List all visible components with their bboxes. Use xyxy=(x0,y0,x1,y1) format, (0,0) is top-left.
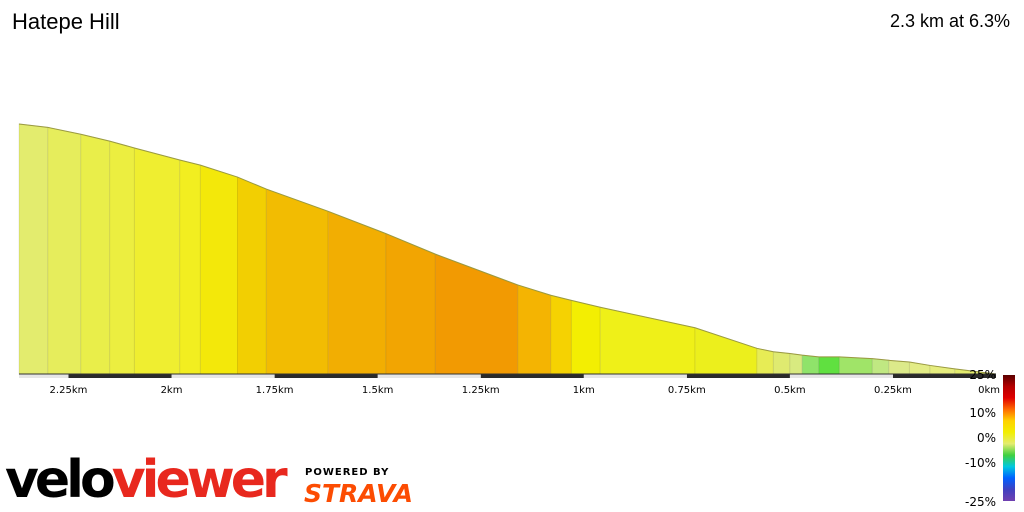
profile-segment xyxy=(236,176,267,375)
profile-segment xyxy=(772,351,791,375)
gradient-scale-label: 25% xyxy=(969,368,996,382)
logo-viewer: viewer xyxy=(111,450,288,510)
profile-segment xyxy=(434,253,519,375)
profile-segment xyxy=(789,352,803,375)
profile-segment xyxy=(109,140,135,375)
gradient-scale-label: -10% xyxy=(965,456,996,470)
gradient-scale-bar xyxy=(1003,375,1015,501)
veloviewer-logo: veloviewer xyxy=(5,450,288,510)
profile-segment xyxy=(179,159,201,375)
profile-segment xyxy=(265,188,329,375)
x-tick-label: 0.75km xyxy=(668,385,706,396)
profile-segment xyxy=(694,327,758,375)
profile-segment xyxy=(871,358,890,375)
distance-tick-labels: 2.25km 2km 1.75km 1.5km 1.25km 1km 0.75km 0.5km… xyxy=(50,385,1000,396)
powered-by-label: POWERED BY xyxy=(305,467,390,478)
axis-band xyxy=(789,374,893,378)
profile-segment xyxy=(818,356,840,375)
axis-band xyxy=(171,374,275,378)
x-tick-label: 2.25km xyxy=(50,385,88,396)
profile-segment xyxy=(133,147,181,375)
distance-axis xyxy=(19,373,996,378)
x-tick-label: 0.5km xyxy=(774,385,805,396)
profile-segment xyxy=(888,359,910,375)
axis-band xyxy=(892,374,996,378)
profile-segment xyxy=(18,123,49,375)
profile-segment xyxy=(550,294,572,375)
gradient-scale-label: -25% xyxy=(965,495,996,509)
axis-band xyxy=(480,374,584,378)
x-tick-label: 0km xyxy=(978,385,1000,396)
gradient-scale-label: 10% xyxy=(969,406,996,420)
logo-velo: velo xyxy=(5,450,116,510)
profile-segment xyxy=(838,356,873,375)
segment-summary: 2.3 km at 6.3% xyxy=(889,11,1010,31)
profile-segment xyxy=(385,232,436,375)
strava-logo: STRAVA xyxy=(304,479,413,508)
x-tick-label: 2km xyxy=(161,385,183,396)
profile-segment xyxy=(327,210,387,375)
axis-band xyxy=(686,374,790,378)
gradient-scale-label: 0% xyxy=(977,431,996,445)
profile-segment xyxy=(80,133,111,375)
x-tick-label: 0.25km xyxy=(874,385,912,396)
profile-segment xyxy=(47,126,82,375)
x-tick-label: 1.5km xyxy=(362,385,393,396)
segment-title: Hatepe Hill xyxy=(12,9,120,34)
axis-band xyxy=(68,374,172,378)
profile-segment xyxy=(517,284,552,375)
x-tick-label: 1km xyxy=(573,385,595,396)
axis-band xyxy=(377,374,481,378)
profile-outline xyxy=(18,123,997,375)
profile-segment xyxy=(801,354,820,375)
profile-segment xyxy=(199,164,238,375)
profile-segment xyxy=(570,299,601,375)
x-tick-label: 1.25km xyxy=(462,385,500,396)
axis-band xyxy=(19,374,69,378)
profile-segment xyxy=(756,347,774,375)
profile-segments xyxy=(18,123,997,375)
x-tick-label: 1.75km xyxy=(256,385,294,396)
axis-band xyxy=(583,374,687,378)
axis-band xyxy=(274,374,378,378)
gradient-scale-labels: 25% 10% 0% -10% -25% xyxy=(965,368,996,509)
